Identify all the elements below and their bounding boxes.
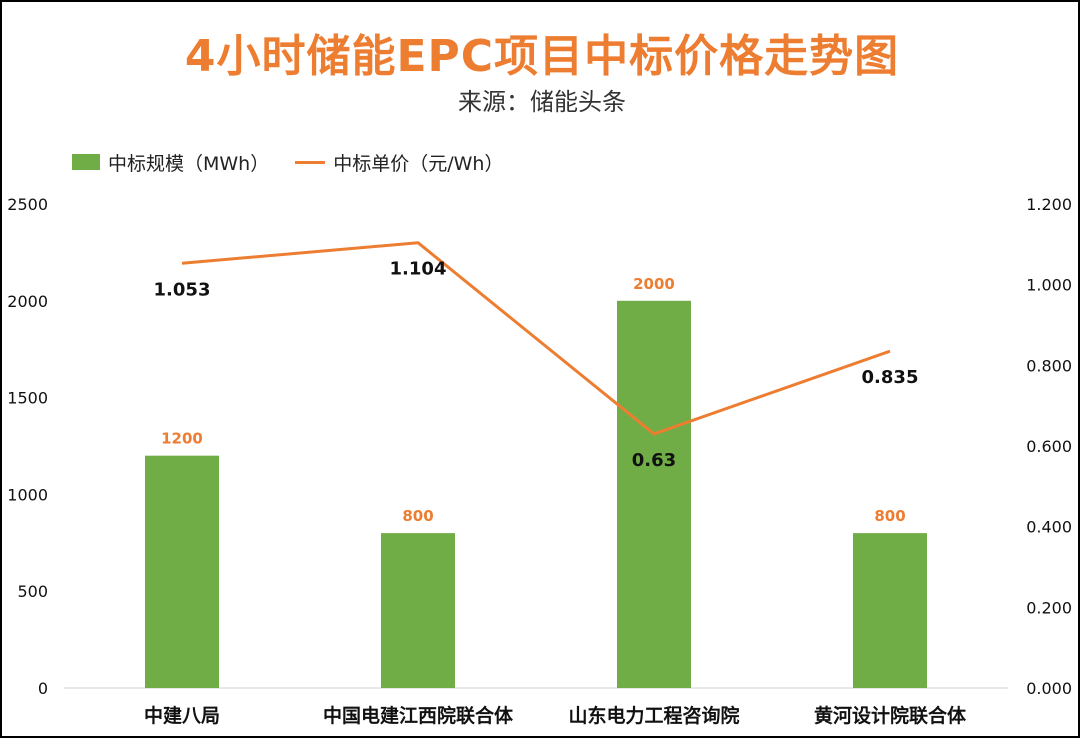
bars bbox=[145, 300, 927, 688]
chart-subtitle: 来源：储能头条 bbox=[458, 88, 626, 116]
bar-value-label: 800 bbox=[402, 507, 433, 525]
left-axis-tick-label: 500 bbox=[17, 582, 48, 601]
right-axis-tick-label: 0.400 bbox=[1026, 518, 1072, 537]
line-labels: 1.053 1.104 0.63 0.835 bbox=[154, 259, 919, 471]
left-axis-tick-label: 0 bbox=[38, 679, 48, 698]
right-axis-tick-label: 0.000 bbox=[1026, 679, 1072, 698]
left-axis-tick-label: 2000 bbox=[7, 292, 48, 311]
chart-title: 4小时储能EPC项目中标价格走势图 bbox=[184, 31, 900, 82]
legend-label-scale: 中标规模（MWh） bbox=[108, 152, 270, 175]
category-labels: 中建八局 中国电建江西院联合体 山东电力工程咨询院 黄河设计院联合体 bbox=[144, 704, 967, 727]
line-value-label: 1.053 bbox=[154, 279, 211, 300]
category-label: 山东电力工程咨询院 bbox=[568, 704, 739, 727]
right-axis-tick-label: 0.800 bbox=[1026, 356, 1072, 375]
right-axis-tick-label: 0.200 bbox=[1026, 598, 1072, 617]
bar-value-label: 2000 bbox=[633, 275, 675, 293]
category-label: 中国电建江西院联合体 bbox=[323, 704, 514, 727]
legend-line-swatch bbox=[295, 160, 326, 164]
bar bbox=[145, 455, 219, 688]
left-axis-tick-label: 1000 bbox=[7, 485, 48, 504]
category-label: 黄河设计院联合体 bbox=[814, 704, 967, 727]
legend-item-scale: 中标规模（MWh） bbox=[72, 149, 269, 176]
category-label: 中建八局 bbox=[144, 704, 220, 727]
line-value-label: 1.104 bbox=[390, 259, 447, 280]
right-axis-tick-label: 0.600 bbox=[1026, 437, 1072, 456]
legend-item-price: 中标单价（元/Wh） bbox=[295, 149, 503, 176]
bar bbox=[617, 300, 691, 688]
right-axis-tick-label: 1.200 bbox=[1026, 195, 1072, 214]
left-axis-ticks: 0 500 1000 1500 2000 2500 bbox=[7, 195, 48, 698]
legend-label-price: 中标单价（元/Wh） bbox=[333, 152, 504, 175]
price-line bbox=[181, 241, 891, 436]
right-axis-ticks: 0.000 0.200 0.400 0.600 0.800 1.000 1.200 bbox=[1026, 195, 1072, 698]
legend-bar-swatch bbox=[72, 154, 100, 170]
bar-labels: 1200 800 2000 800 bbox=[161, 275, 906, 525]
line-value-label: 0.63 bbox=[632, 450, 676, 471]
bar bbox=[381, 533, 455, 688]
bar-value-label: 1200 bbox=[161, 430, 203, 448]
right-axis-tick-label: 1.000 bbox=[1026, 276, 1072, 295]
left-axis-tick-label: 1500 bbox=[7, 389, 48, 408]
legend: 中标规模（MWh） 中标单价（元/Wh） bbox=[72, 148, 529, 176]
line-value-label: 0.835 bbox=[862, 367, 919, 388]
bar-value-label: 800 bbox=[874, 507, 905, 525]
left-axis-tick-label: 2500 bbox=[7, 195, 48, 214]
bar bbox=[853, 533, 927, 688]
